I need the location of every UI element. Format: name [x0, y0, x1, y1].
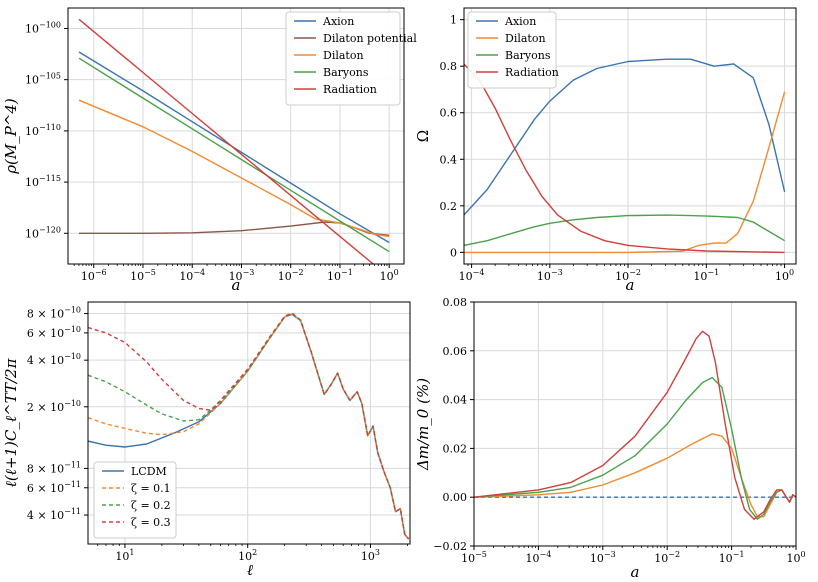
density-ytick-label: 10−105	[25, 72, 61, 87]
density-xtick-label: 10−1	[327, 268, 353, 283]
density-xtick-label: 10−6	[81, 268, 107, 283]
cmb-grid	[88, 302, 410, 544]
panel-density: 10−6 10−5 10−4 10−3 10−2 10−1 10010−10010−1051…	[2, 7, 417, 294]
mass-ytick-label: 0.00	[443, 491, 468, 504]
cmb-ylabel: ℓ(ℓ+1)C_ℓ^TT/2π	[2, 357, 20, 487]
cmb-ytick-label: 6 × 10−10	[27, 325, 81, 340]
mass-xtick-label: 10−4	[526, 550, 552, 565]
omega-xtick-label: 100	[775, 268, 794, 283]
density-series-axion	[78, 51, 390, 244]
density-series-baryons	[78, 57, 390, 253]
density-legend-label: Dilaton potential	[323, 32, 417, 45]
omega-ytick-label: 0	[450, 246, 457, 259]
cmb-ytick-label: 8 × 10−11	[27, 460, 81, 475]
omega-lines	[464, 58, 786, 254]
omega-legend-label: Radiation	[505, 66, 559, 79]
omega-xtick-label: 10−4	[459, 268, 485, 283]
density-xtick-label: 10−4	[179, 268, 205, 283]
density-xlabel: a	[232, 276, 241, 294]
mass-ticks: 10−5 10−4 10−3 10−2 10−1 1000.080.060.040.020…	[433, 296, 805, 565]
cmb-xtick-label: 103	[361, 548, 380, 563]
omega-series-axion	[464, 58, 786, 216]
mass-ytick-label: 0.08	[443, 296, 468, 309]
cmb-ytick-label: 4 × 10−10	[27, 352, 81, 367]
omega-legend-label: Baryons	[505, 49, 551, 62]
density-ytick-label: 10−120	[25, 225, 61, 240]
cmb-ytick-label: 2 × 10−10	[27, 399, 81, 414]
omega-ytick-label: 0.2	[440, 200, 458, 213]
cmb-legend-label: ζ = 0.2	[131, 499, 171, 512]
density-legend: Axion Dilaton potential Dilaton Baryons Radi…	[285, 11, 417, 106]
omega-ytick-label: 0.8	[440, 60, 458, 73]
mass-ytick-label: 0.04	[443, 394, 468, 407]
density-ytick-label: 10−110	[25, 123, 61, 138]
cmb-legend-label: LCDM	[131, 465, 167, 478]
density-legend-label: Dilaton	[323, 49, 364, 62]
omega-series-radiation	[464, 63, 785, 254]
omega-ytick-label: 0.4	[440, 153, 458, 166]
density-ytick-label: 10−115	[25, 174, 61, 189]
cmb-legend-label: ζ = 0.1	[131, 482, 171, 495]
density-ylabel: ρ(M_P^4)	[2, 98, 20, 175]
omega-legend-label: Dilaton	[505, 32, 546, 45]
cmb-series--0-3	[88, 312, 410, 540]
omega-legend: Axion Dilaton Baryons Radiation	[467, 11, 559, 89]
density-xtick-label: 10−5	[130, 268, 156, 283]
mass-xtick-label: 10−3	[590, 550, 616, 565]
cmb-ytick-label: 6 × 10−11	[27, 480, 81, 495]
omega-ytick-label: 0.6	[440, 107, 458, 120]
density-frame	[67, 7, 405, 265]
mass-grid	[473, 301, 797, 547]
density-legend-label: Radiation	[323, 83, 377, 96]
omega-xtick-label: 10−3	[537, 268, 563, 283]
omega-ytick-label: 1	[450, 14, 457, 27]
density-legend-box	[285, 11, 401, 106]
mass-ytick-label: −0.02	[433, 540, 467, 553]
cmb-xtick-label: 101	[115, 548, 134, 563]
density-xtick-label: 100	[380, 268, 399, 283]
omega-frame	[463, 7, 797, 265]
mass-ylabel: Δm/m_0 (%)	[414, 378, 432, 471]
mass-xtick-label: 10−1	[719, 550, 745, 565]
panel-mass: 10−5 10−4 10−3 10−2 10−1 1000.080.060.040.020…	[414, 296, 806, 581]
density-legend-label: Baryons	[323, 66, 369, 79]
cmb-series--0-1	[88, 313, 410, 540]
mass-frame	[473, 301, 797, 547]
omega-xtick-label: 10−1	[693, 268, 719, 283]
omega-legend-label: Axion	[504, 15, 536, 28]
cmb-legend: LCDM ζ = 0.1 ζ = 0.2 ζ = 0.3	[93, 461, 177, 539]
cmb-lines	[88, 312, 410, 540]
mass-ytick-label: 0.02	[443, 442, 468, 455]
density-series-radiation	[78, 18, 375, 264]
density-lines	[78, 18, 390, 264]
mass-ytick-label: 0.06	[443, 345, 468, 358]
density-ytick-label: 10−100	[25, 20, 61, 35]
cmb-legend-box	[93, 461, 177, 539]
density-series-dilaton	[78, 99, 390, 238]
omega-series-baryons	[464, 214, 785, 247]
mass-series--0-3	[474, 330, 796, 520]
density-xtick-label: 10−2	[278, 268, 304, 283]
density-ticks: 10−6 10−5 10−4 10−3 10−2 10−1 10010−10010−1051…	[25, 20, 399, 283]
cmb-ytick-label: 8 × 10−10	[27, 306, 81, 321]
omega-ylabel: Ω	[414, 130, 432, 142]
cmb-frame	[87, 301, 411, 545]
cmb-xlabel: ℓ	[247, 561, 253, 579]
cmb-ytick-label: 4 × 10−11	[27, 507, 81, 522]
mass-xtick-label: 100	[786, 550, 805, 565]
omega-legend-box	[467, 11, 557, 89]
mass-xtick-label: 10−2	[654, 550, 680, 565]
cmb-legend-label: ζ = 0.3	[131, 516, 171, 529]
mass-xlabel: a	[631, 563, 640, 581]
omega-series-dilaton	[464, 91, 786, 254]
omega-xlabel: a	[626, 276, 635, 294]
mass-lines	[474, 330, 796, 520]
density-legend-label: Axion	[322, 15, 354, 28]
